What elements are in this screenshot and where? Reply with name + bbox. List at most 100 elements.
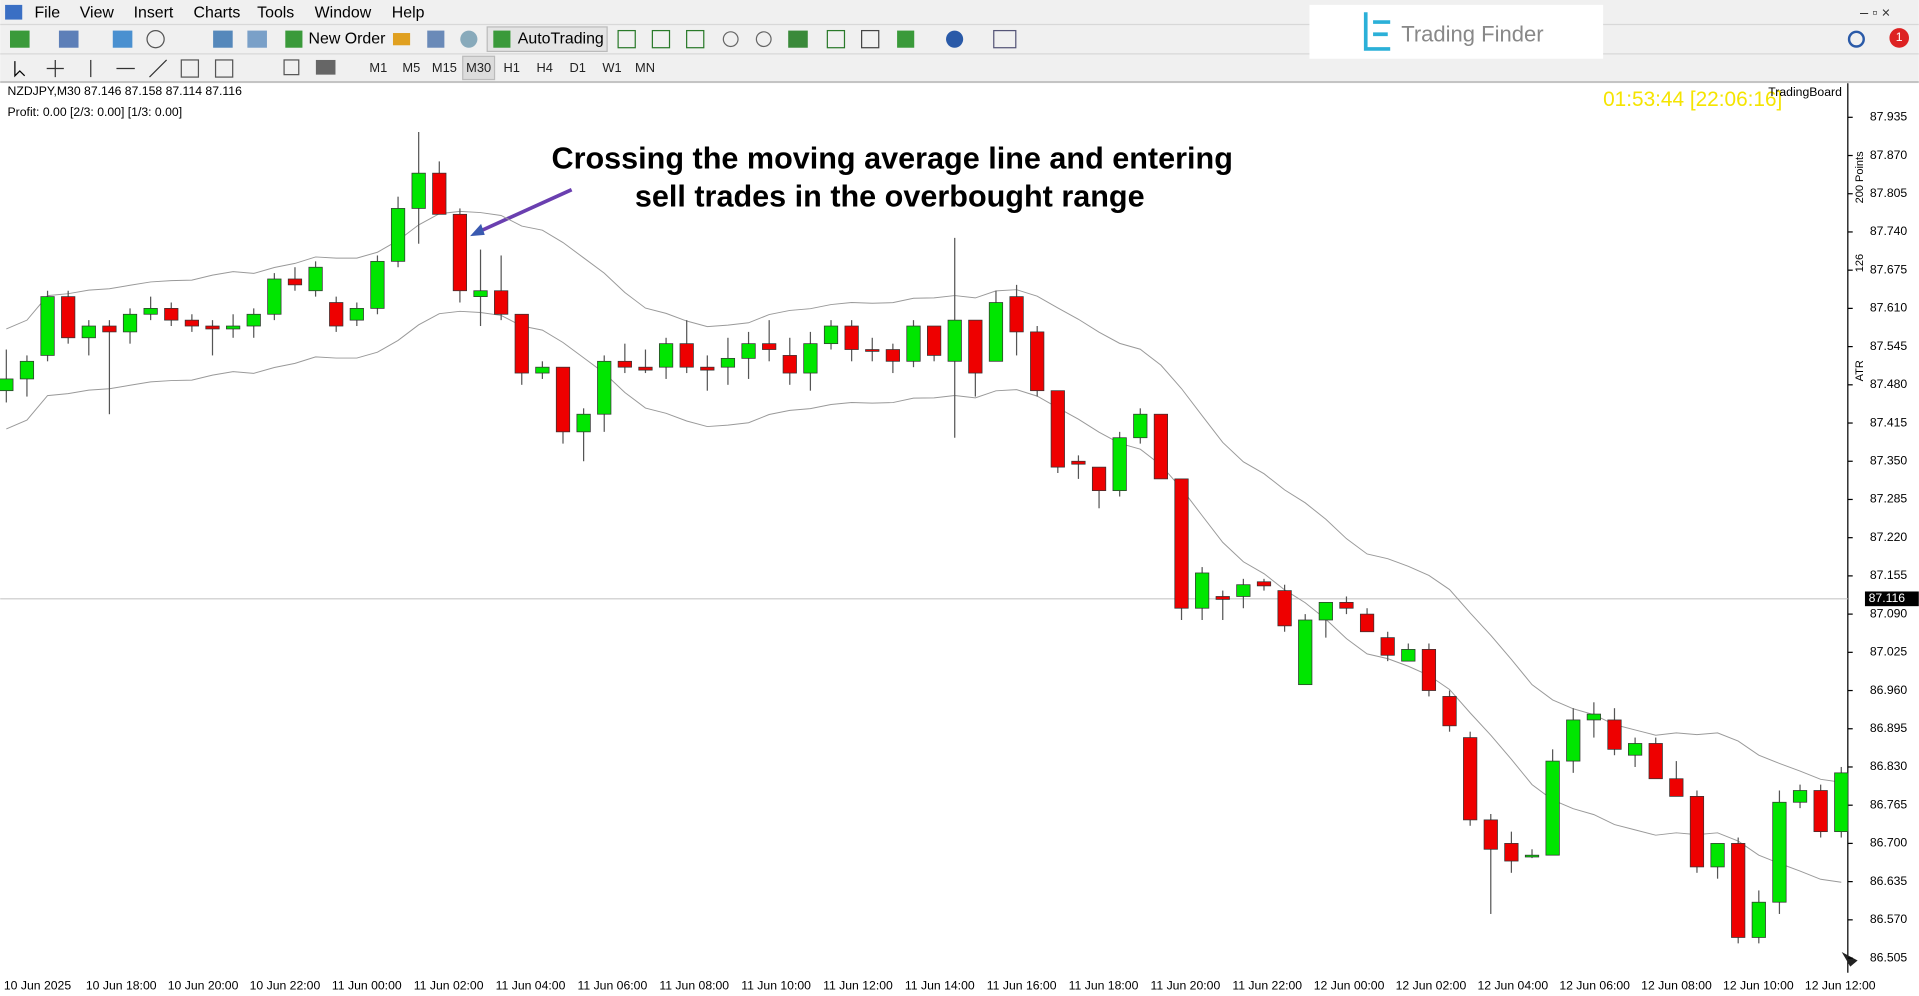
- y-tick-label: 86.960: [1870, 683, 1908, 697]
- icon[interactable]: [180, 59, 200, 78]
- candle-body: [617, 360, 632, 368]
- candle-body: [432, 172, 447, 215]
- new-order[interactable]: New Order: [309, 30, 387, 47]
- icon[interactable]: [651, 29, 671, 49]
- candle-body: [1772, 801, 1787, 903]
- icon[interactable]: [946, 30, 964, 48]
- toolbar-icons: 1 – ▫ ×: [9, 5, 1910, 81]
- chart: NZDJPY,M30 87.146 87.158 87.114 87.116 P…: [0, 83, 1919, 992]
- candle-body: [349, 308, 364, 321]
- timeframe[interactable]: D1: [570, 60, 586, 75]
- y-tick-label: 87.480: [1870, 377, 1908, 391]
- candle-body: [535, 366, 550, 374]
- icon[interactable]: [213, 30, 233, 48]
- candle-body: [576, 413, 591, 433]
- timeframe[interactable]: M30: [466, 60, 491, 75]
- candle-body: [1421, 649, 1437, 691]
- icon[interactable]: [146, 29, 165, 49]
- logo: Trading Finder: [1309, 4, 1604, 59]
- logo-mark: [1363, 12, 1391, 51]
- menu-item[interactable]: View: [80, 5, 115, 22]
- icon[interactable]: [285, 30, 303, 48]
- cursor-tool[interactable]: [14, 61, 26, 78]
- candle-body: [844, 325, 859, 350]
- candle-body: [1236, 584, 1251, 597]
- x-tick-label: 11 Jun 00:00: [332, 978, 402, 992]
- timeframe[interactable]: M15: [432, 60, 457, 75]
- y-tick-label: 87.805: [1870, 186, 1908, 200]
- icon[interactable]: [247, 30, 267, 48]
- search-icon[interactable]: [1847, 30, 1865, 48]
- x-tick-label: 10 Jun 20:00: [168, 978, 239, 992]
- annotation-arrow: [479, 187, 573, 233]
- icon[interactable]: [112, 30, 133, 48]
- icon[interactable]: [493, 30, 511, 48]
- timeframe[interactable]: M1: [369, 60, 387, 75]
- y-tick-label: 86.830: [1870, 759, 1908, 773]
- icon[interactable]: [427, 30, 445, 48]
- candle-body: [370, 260, 385, 309]
- icon[interactable]: [897, 30, 915, 48]
- x-tick-label: 12 Jun 04:00: [1477, 978, 1548, 992]
- menu-item[interactable]: File: [34, 5, 60, 22]
- candle-body: [19, 360, 35, 380]
- icon[interactable]: [826, 29, 846, 49]
- candle-body: [823, 325, 839, 345]
- app-icon: [5, 4, 23, 20]
- candle-body: [164, 308, 179, 321]
- icon[interactable]: [58, 30, 79, 48]
- icon[interactable]: [686, 29, 705, 49]
- candle-body: [1483, 819, 1498, 850]
- candle-body: [102, 325, 117, 333]
- window-controls[interactable]: – ▫ ×: [1860, 5, 1890, 21]
- timeframe[interactable]: M5: [402, 60, 420, 75]
- crosshair-tool[interactable]: [46, 59, 64, 78]
- menu-item[interactable]: Help: [392, 5, 425, 22]
- candle-body: [700, 366, 715, 371]
- active-timeframe: [462, 55, 496, 81]
- menu-item[interactable]: Window: [315, 5, 372, 22]
- y-tick-label: 87.610: [1870, 301, 1908, 315]
- icon[interactable]: [722, 31, 739, 48]
- timeframe[interactable]: H1: [503, 60, 519, 75]
- candle-body: [246, 313, 261, 327]
- icon[interactable]: [392, 33, 411, 46]
- x-tick-label: 11 Jun 18:00: [1069, 978, 1139, 992]
- candle-body: [1030, 331, 1045, 392]
- menu-item[interactable]: Charts: [194, 5, 241, 22]
- icon[interactable]: [993, 29, 1017, 49]
- candle-body: [1339, 601, 1354, 609]
- icon[interactable]: [460, 30, 478, 48]
- candle-body: [473, 290, 488, 297]
- trendline-tool[interactable]: [149, 59, 168, 78]
- icon[interactable]: [283, 59, 300, 76]
- candle-body: [308, 266, 323, 292]
- y-tick-label: 87.675: [1870, 262, 1908, 276]
- menu-item[interactable]: Insert: [134, 5, 174, 22]
- icon[interactable]: [214, 59, 234, 78]
- timeframe[interactable]: W1: [602, 60, 621, 75]
- candle-body: [390, 208, 406, 262]
- candle-body: [1648, 743, 1663, 780]
- timeframe[interactable]: MN: [635, 60, 655, 75]
- candle-body: [1298, 619, 1313, 686]
- icon[interactable]: [9, 30, 30, 48]
- logo-text: Trading Finder: [1401, 21, 1543, 46]
- icon[interactable]: [617, 29, 636, 49]
- candle-body: [1277, 590, 1292, 627]
- menu-item[interactable]: Tools: [257, 5, 294, 22]
- candle-body: [1442, 696, 1457, 727]
- candle-body: [1091, 466, 1107, 492]
- timeframes: M1 M5 M15 M30 H1 H4 D1 W1 MN: [369, 60, 655, 75]
- timeframe[interactable]: H4: [537, 60, 553, 75]
- autotrading[interactable]: AutoTrading: [518, 30, 604, 47]
- timer: 01:53:44 [22:06:16]: [1603, 88, 1782, 111]
- y-tick-label: 87.025: [1870, 645, 1908, 659]
- icon[interactable]: [315, 59, 336, 75]
- icon[interactable]: [861, 29, 880, 49]
- candle-body: [1524, 854, 1540, 858]
- icon[interactable]: [788, 30, 808, 48]
- candle-body: [865, 349, 880, 352]
- notification-badge[interactable]: [1889, 28, 1910, 48]
- icon[interactable]: [755, 31, 772, 48]
